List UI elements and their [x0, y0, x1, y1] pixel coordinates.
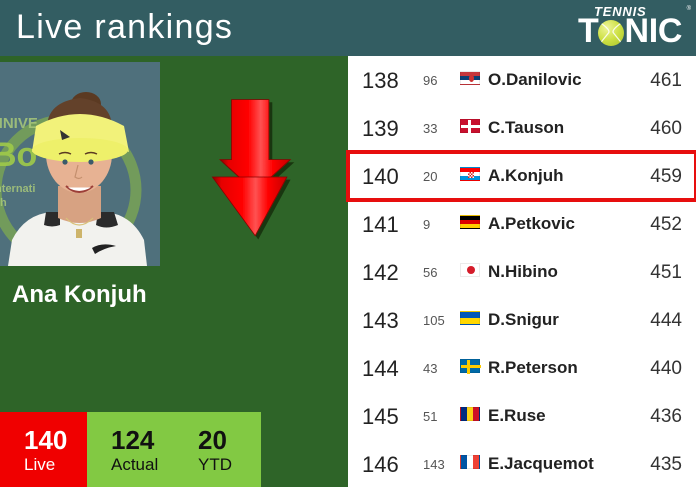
svg-text:NNIVE: NNIVE: [0, 115, 38, 132]
svg-text:Bo: Bo: [0, 136, 37, 174]
svg-text:Internati: Internati: [0, 183, 35, 195]
svg-text:Ch: Ch: [0, 197, 7, 209]
